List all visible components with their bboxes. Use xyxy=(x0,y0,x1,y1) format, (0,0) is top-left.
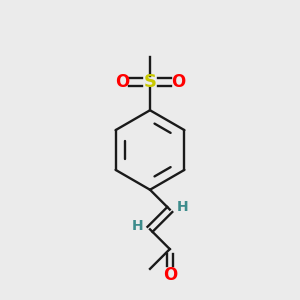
Text: O: O xyxy=(171,73,185,91)
Text: O: O xyxy=(115,73,129,91)
Text: O: O xyxy=(163,266,177,284)
Text: H: H xyxy=(132,219,143,233)
Text: S: S xyxy=(143,73,157,91)
Text: H: H xyxy=(176,200,188,214)
